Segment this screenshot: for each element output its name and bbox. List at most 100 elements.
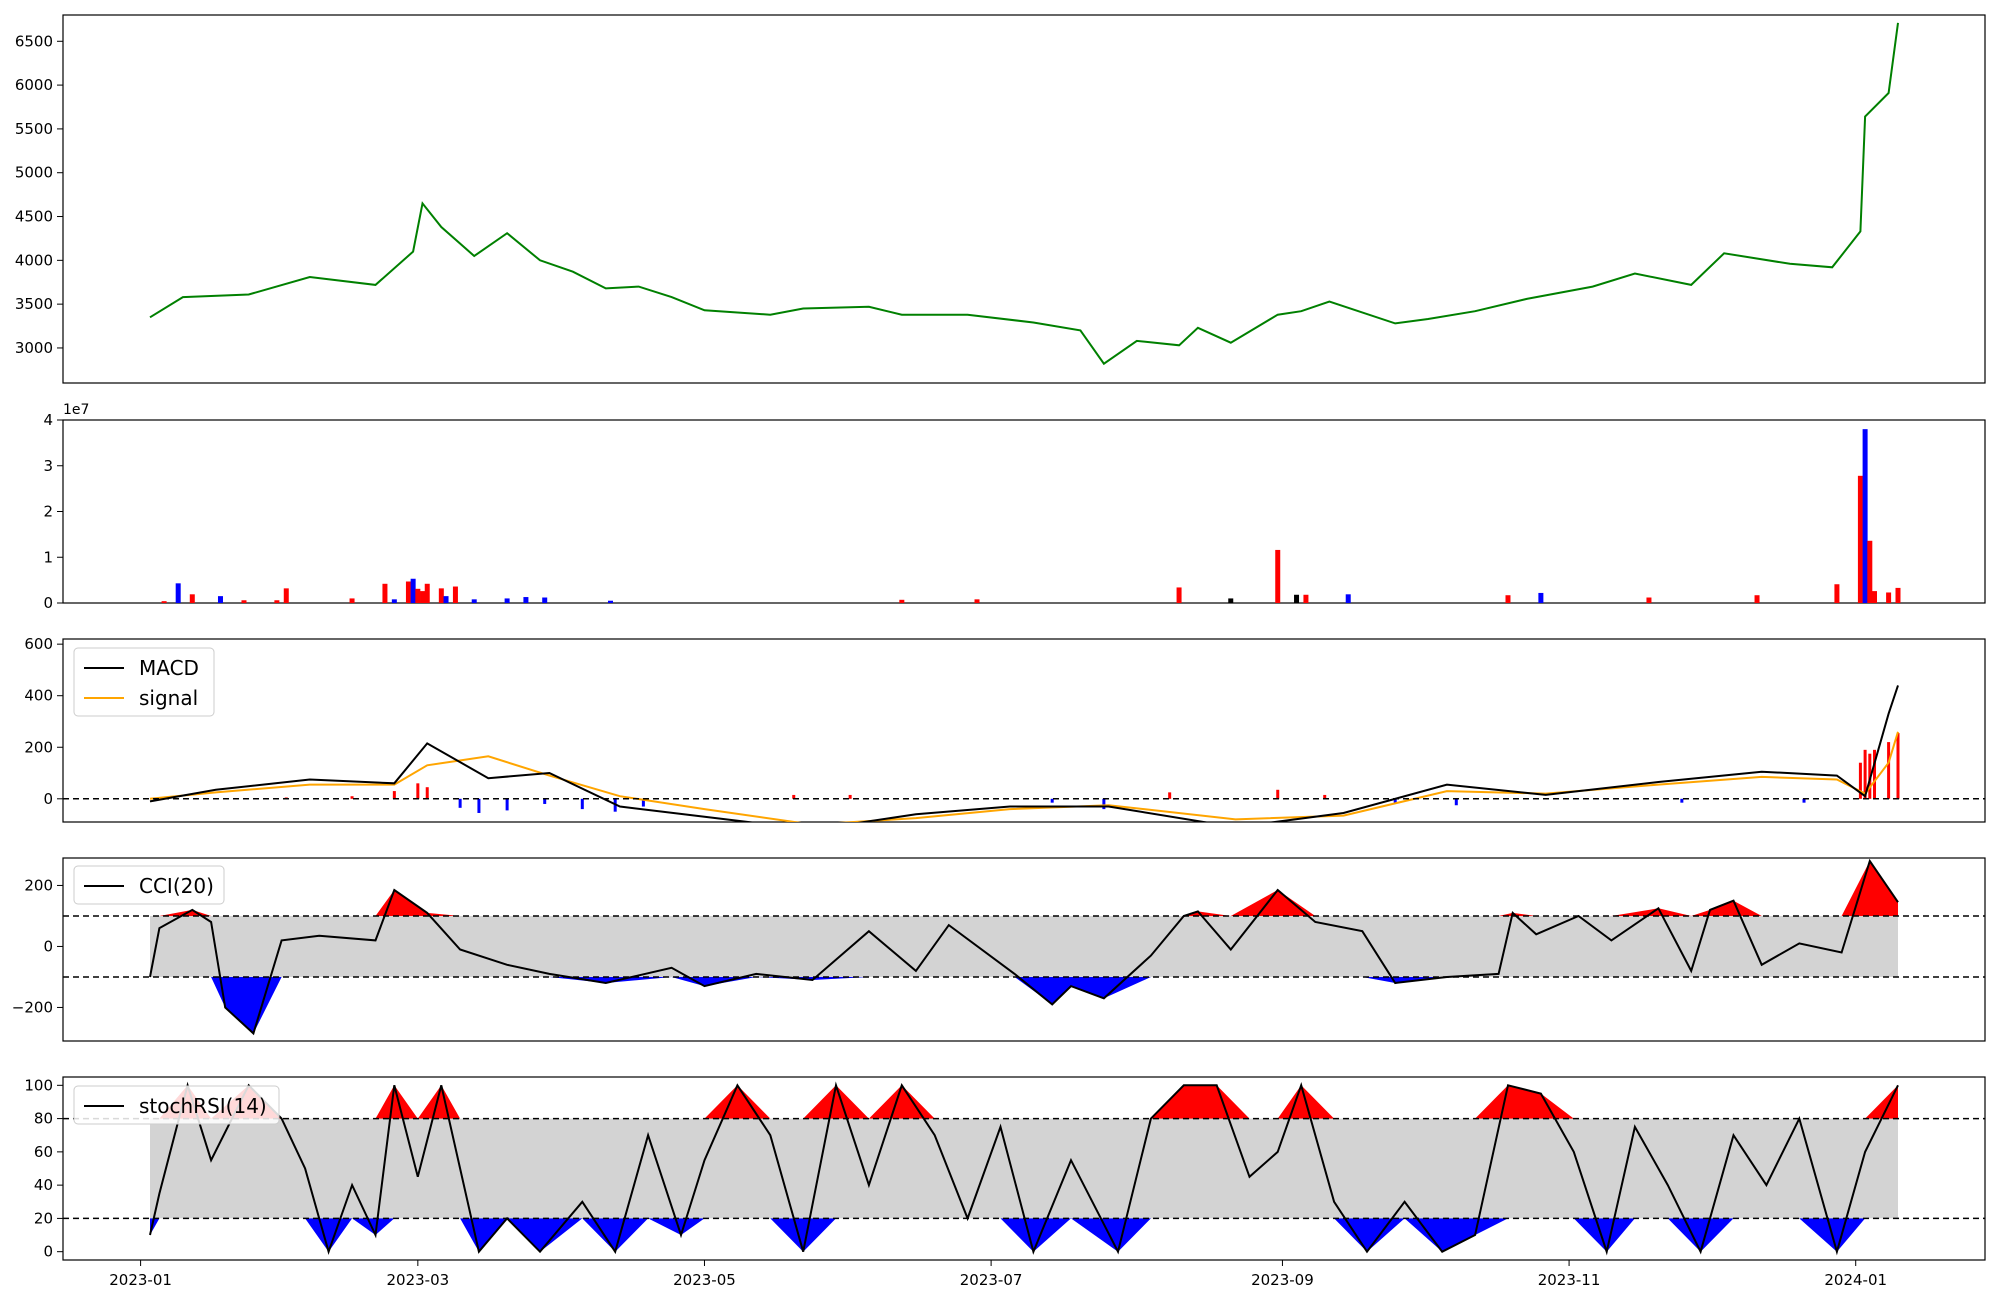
volume-bar bbox=[471, 599, 477, 603]
volume-bar bbox=[415, 588, 421, 603]
histogram-bar bbox=[848, 794, 852, 799]
neutral-band bbox=[150, 1118, 1898, 1219]
volume-bar bbox=[899, 599, 905, 603]
histogram-bar bbox=[458, 798, 462, 808]
histogram-bar bbox=[416, 783, 420, 799]
y-tick-label: 80 bbox=[34, 1110, 53, 1128]
volume-bar bbox=[349, 598, 355, 603]
volume-bar bbox=[1886, 592, 1892, 603]
volume-bar bbox=[607, 600, 613, 603]
x-tick-label: 2023-03 bbox=[386, 1271, 449, 1289]
y-tick-label: 200 bbox=[24, 876, 53, 894]
cci-panel: −200 0 200 CCI(20) bbox=[12, 857, 1986, 1042]
price-panel: 3000 3500 4000 4500 5000 5500 6000 6500 bbox=[15, 14, 1986, 384]
macd-panel: 0 200 400 600 MACD signal bbox=[24, 635, 1986, 823]
stochrsi-panel: 0 20 40 60 80 100 stochRSI(14) bbox=[24, 1076, 1986, 1261]
histogram-bar bbox=[425, 787, 429, 799]
volume-bar bbox=[1867, 540, 1873, 603]
plot-frame bbox=[62, 638, 1986, 823]
y-tick-label: −200 bbox=[12, 998, 53, 1016]
histogram-bar bbox=[1393, 798, 1397, 804]
volume-bar bbox=[420, 591, 426, 603]
plot-frame bbox=[62, 857, 1986, 1042]
band-fill bbox=[150, 861, 1898, 1034]
y-tick-label: 4000 bbox=[15, 251, 53, 269]
histogram-bar bbox=[392, 791, 396, 799]
volume-bar bbox=[1294, 594, 1300, 603]
volume-bar bbox=[382, 583, 388, 603]
x-tick-label: 2023-01 bbox=[109, 1271, 172, 1289]
histogram-bar bbox=[350, 796, 354, 799]
histogram-bar bbox=[1887, 742, 1891, 799]
volume-bar bbox=[1275, 549, 1281, 603]
volume-bar bbox=[1345, 594, 1351, 603]
volume-bar bbox=[443, 596, 449, 603]
y-tick-label: 0 bbox=[43, 594, 53, 612]
histogram-bar bbox=[1276, 789, 1280, 799]
histogram-bar bbox=[1323, 794, 1327, 799]
x-tick-label: 2023-09 bbox=[1251, 1271, 1314, 1289]
y-tick-label: 0 bbox=[43, 790, 53, 808]
y-tick-label: 0 bbox=[43, 1243, 53, 1261]
histogram-bar bbox=[477, 798, 481, 813]
price-line bbox=[149, 22, 1899, 366]
neutral-band bbox=[150, 915, 1898, 977]
volume-bar bbox=[542, 597, 548, 603]
overbought-fill bbox=[150, 1085, 1898, 1119]
volume-bar bbox=[1538, 592, 1544, 603]
volume-bar bbox=[1754, 595, 1760, 603]
histogram-bar bbox=[1858, 762, 1862, 799]
macd-line bbox=[149, 685, 1899, 822]
volume-bar bbox=[523, 597, 529, 603]
axis-offset-label: 1e7 bbox=[63, 402, 89, 418]
signal-line bbox=[149, 731, 1899, 822]
legend-label: MACD bbox=[139, 656, 199, 680]
volume-bar bbox=[1646, 597, 1652, 603]
y-tick-label: 4500 bbox=[15, 208, 53, 226]
y-tick-label: 1 bbox=[43, 548, 53, 566]
volume-bar bbox=[1834, 584, 1840, 603]
legend-label: CCI(20) bbox=[139, 874, 214, 898]
volume-bar bbox=[391, 599, 397, 603]
histogram-bar bbox=[543, 798, 547, 804]
y-tick-label: 3000 bbox=[15, 339, 53, 357]
histogram-bar bbox=[1102, 798, 1106, 810]
y-tick-label: 600 bbox=[24, 635, 53, 653]
volume-bar bbox=[175, 583, 181, 603]
histogram-bar bbox=[1873, 749, 1877, 799]
volume-bar bbox=[1303, 594, 1309, 603]
volume-bar bbox=[241, 600, 247, 603]
overbought-fill bbox=[150, 861, 1898, 916]
histogram-bar bbox=[1863, 749, 1867, 799]
y-tick-label: 0 bbox=[43, 937, 53, 955]
volume-bar bbox=[410, 578, 416, 603]
y-tick-label: 5000 bbox=[15, 164, 53, 182]
y-tick-label: 40 bbox=[34, 1176, 53, 1194]
histogram-bar bbox=[641, 798, 645, 807]
histogram-bar bbox=[1680, 798, 1684, 803]
histogram-bar bbox=[1896, 733, 1900, 799]
volume-bar bbox=[424, 583, 430, 603]
oversold-fill bbox=[150, 976, 1898, 1034]
y-tick-label: 5500 bbox=[15, 120, 53, 138]
y-tick-label: 60 bbox=[34, 1143, 53, 1161]
y-tick-label: 20 bbox=[34, 1209, 53, 1227]
y-tick-label: 400 bbox=[24, 687, 53, 705]
volume-bar bbox=[974, 599, 980, 603]
x-tick-label: 2023-07 bbox=[960, 1271, 1023, 1289]
histogram-bar bbox=[792, 794, 796, 799]
band-fill bbox=[150, 1085, 1898, 1252]
legend-box bbox=[73, 865, 225, 905]
volume-bar bbox=[274, 600, 280, 603]
histogram-bar bbox=[1168, 792, 1172, 799]
y-tick-label: 6500 bbox=[15, 32, 53, 50]
volume-bar bbox=[452, 586, 458, 603]
volume-bar bbox=[1862, 429, 1868, 603]
legend-label: signal bbox=[139, 686, 198, 710]
legend-box bbox=[73, 1085, 280, 1125]
y-tick-label: 3 bbox=[43, 457, 53, 475]
volume-bar bbox=[1872, 591, 1878, 603]
stochrsi-line bbox=[149, 1081, 1899, 1256]
y-tick-label: 4 bbox=[43, 411, 53, 429]
